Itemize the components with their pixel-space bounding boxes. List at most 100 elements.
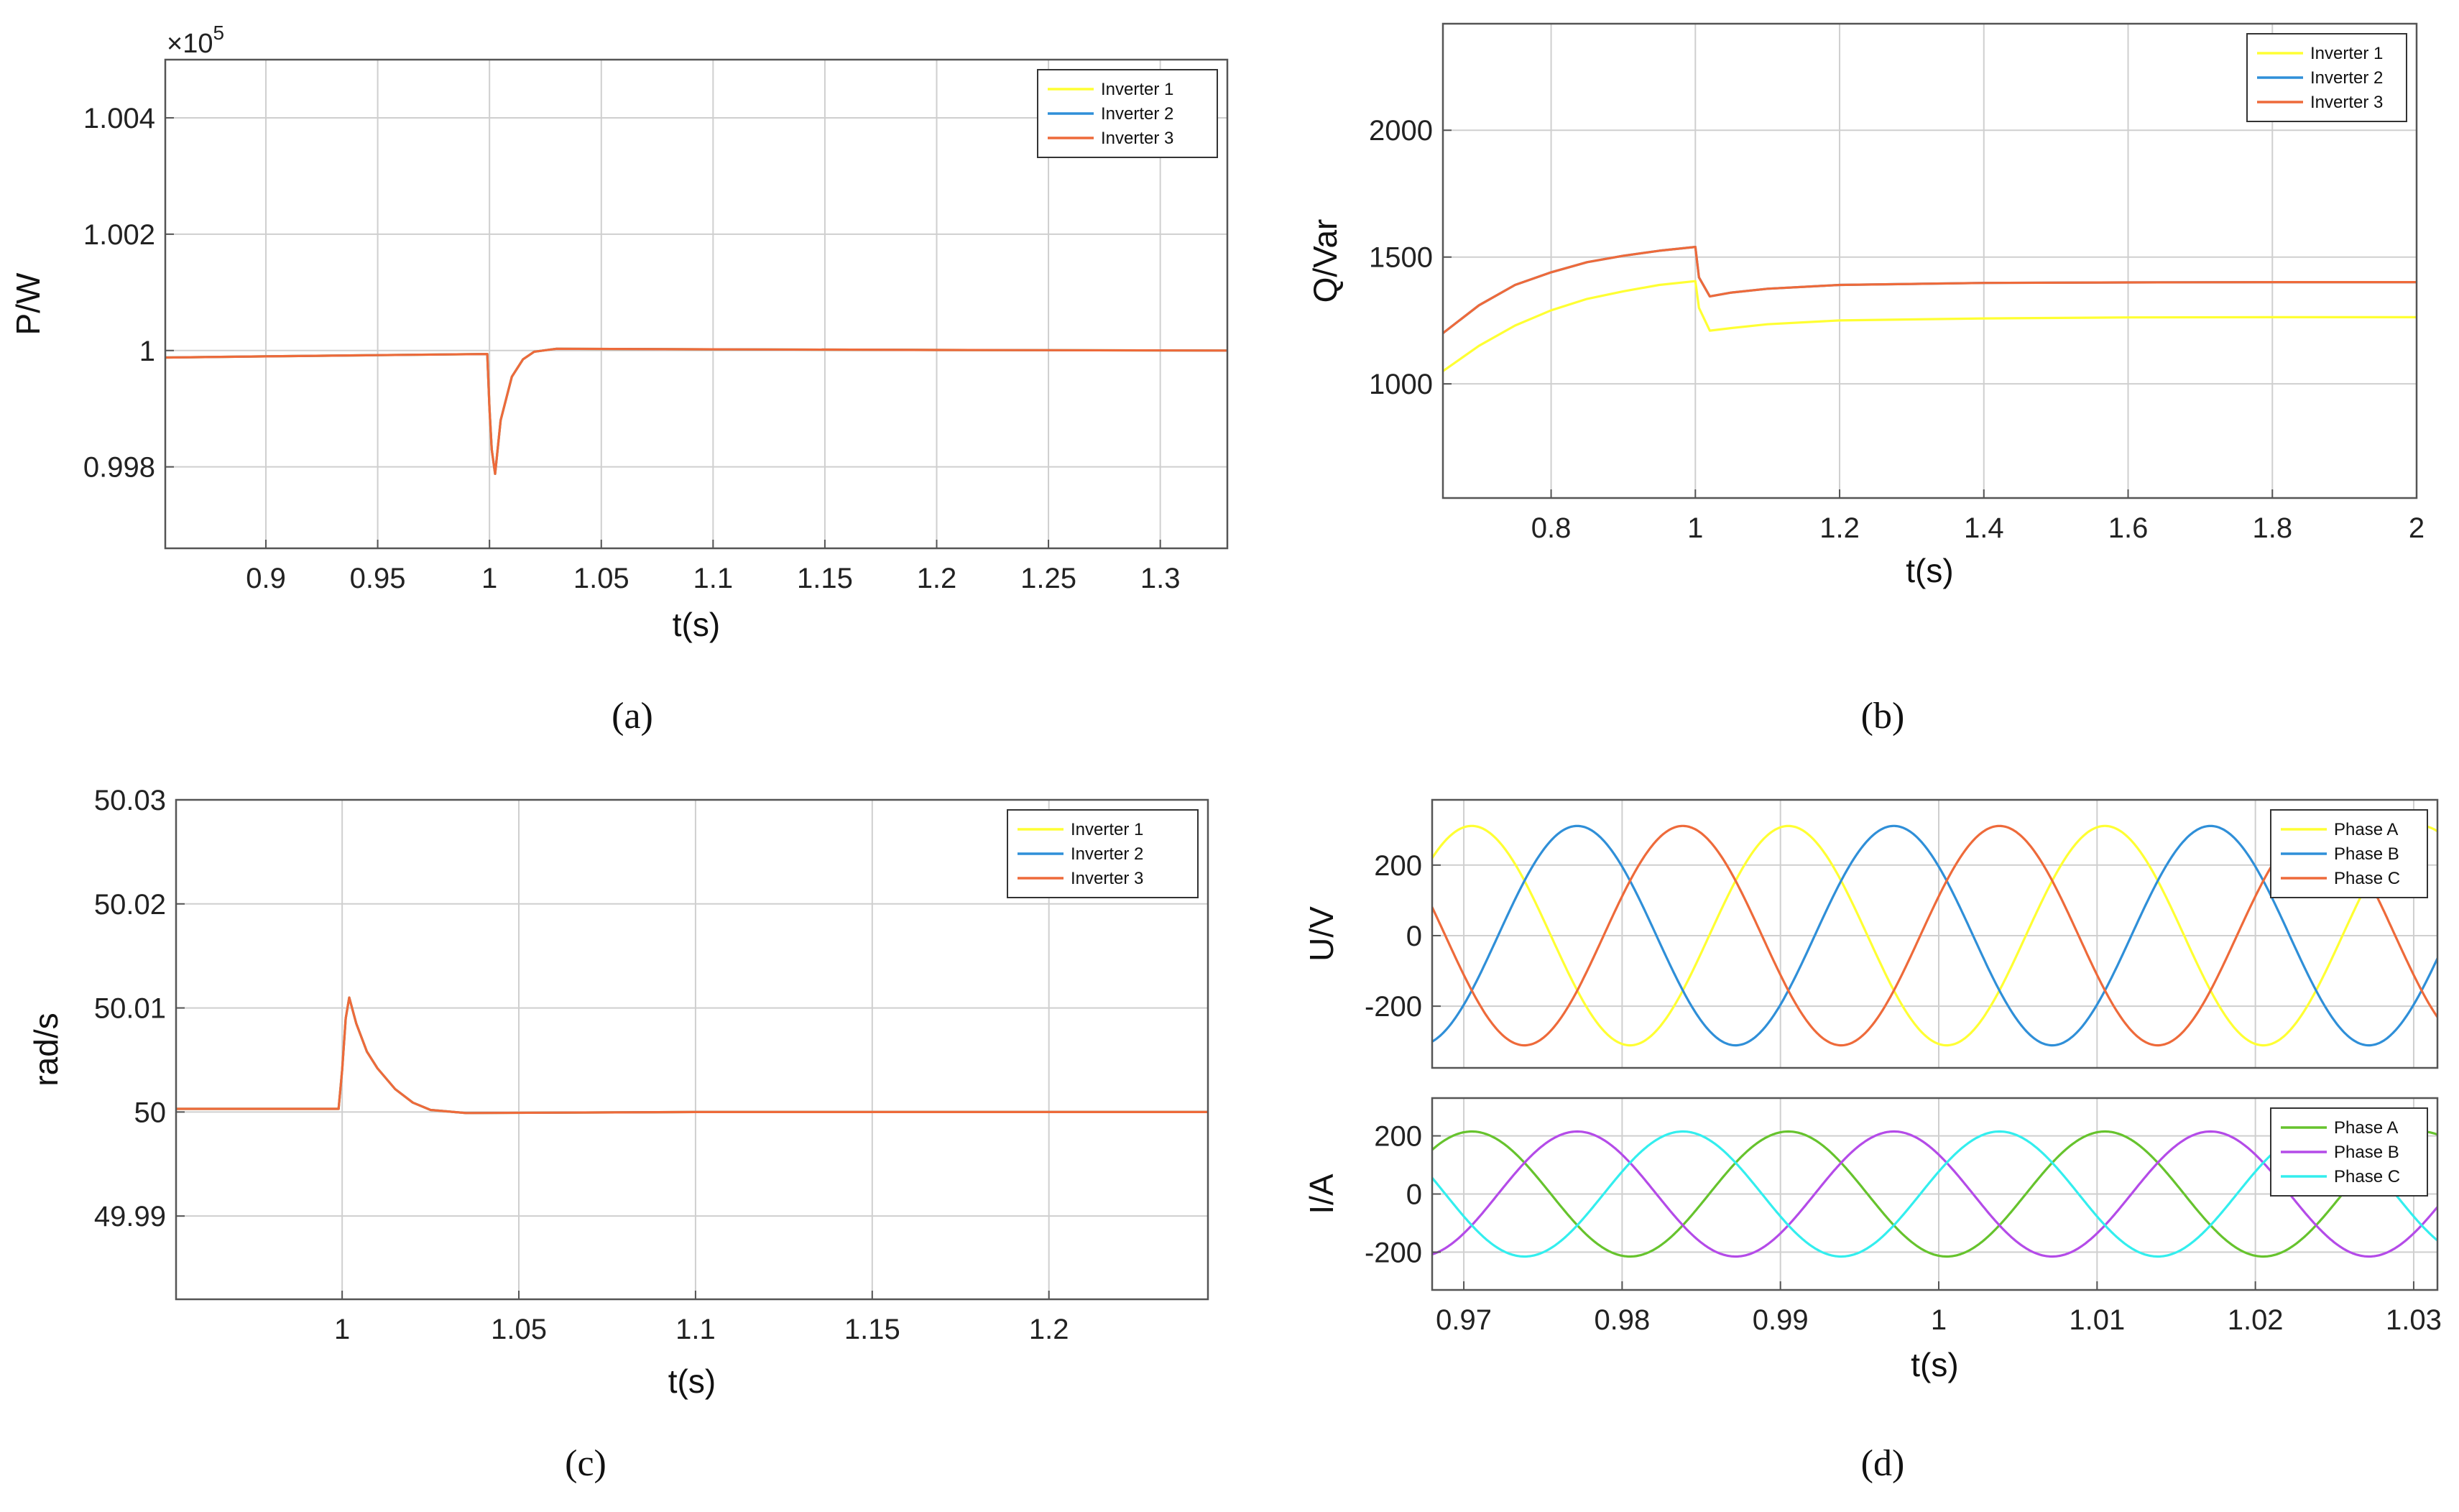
x-axis-label: t(s) — [668, 1363, 716, 1400]
legend-label: Phase B — [2334, 1143, 2399, 1162]
legend-label: Phase A — [2334, 820, 2398, 839]
x-axis-label: t(s) — [1911, 1346, 1958, 1383]
y-axis-label: rad/s — [27, 1013, 65, 1086]
x-tick-label: 0.9 — [246, 563, 286, 594]
panel-3: 1 1.05 1.1 1.15 1.2 49.99 50 50.01 50.02 50.03 t(s… — [27, 785, 1209, 1484]
x-tick-label: 1.05 — [491, 1314, 547, 1345]
x-tick-label: 0.95 — [350, 563, 406, 594]
panel-caption: (d) — [1861, 1443, 1905, 1484]
axes-box — [175, 798, 1209, 1301]
x-tick-label: 2 — [2409, 512, 2425, 544]
series-group — [1432, 824, 2437, 1047]
x-tick-label: 0.98 — [1594, 1304, 1650, 1336]
x-tick-label: 1.1 — [693, 563, 734, 594]
x-tick-label: 1.3 — [1140, 563, 1181, 594]
x-tick-label: 0.99 — [1753, 1304, 1809, 1336]
y-tick-label: 50.02 — [94, 889, 166, 921]
x-tick-label: 1.15 — [844, 1314, 900, 1345]
legend-label: Inverter 3 — [1101, 129, 1173, 148]
x-tick-label: 1.8 — [2252, 512, 2292, 544]
legend-label: Inverter 3 — [1071, 869, 1143, 888]
y-tick-label: 50 — [134, 1097, 167, 1128]
y-tick-label: 50.01 — [94, 993, 166, 1025]
series-line-phase-b — [1432, 1130, 2437, 1258]
x-tick-label: 1.05 — [573, 563, 629, 594]
y-tick-label: -200 — [1365, 991, 1422, 1023]
y-tick-label: 50.03 — [94, 785, 166, 816]
x-tick-label: 1.2 — [1029, 1314, 1069, 1345]
legend: Inverter 1 Inverter 2 Inverter 3 — [2246, 33, 2407, 122]
series-line-phase-c — [1432, 1130, 2437, 1258]
series-group — [165, 347, 1227, 476]
series-group — [1443, 246, 2417, 373]
x-axis-label: t(s) — [1906, 552, 1953, 589]
legend-label: Inverter 2 — [1101, 104, 1173, 124]
legend-label: Phase C — [2334, 1167, 2400, 1186]
legend: Inverter 1 Inverter 2 Inverter 3 — [1007, 809, 1199, 898]
panel-caption: (c) — [565, 1443, 606, 1484]
legend-label: Phase C — [2334, 869, 2400, 888]
y-axis-label: I/A — [1303, 1174, 1340, 1214]
y-tick-label: 49.99 — [94, 1201, 166, 1232]
x-tick-label: 1.25 — [1020, 563, 1076, 594]
plot-area — [1432, 800, 2437, 1068]
x-tick-label: 1 — [1931, 1304, 1947, 1336]
x-tick-label: 1.6 — [2108, 512, 2149, 544]
legend-label: Inverter 2 — [1071, 844, 1143, 864]
x-tick-label: 1.2 — [917, 563, 957, 594]
series-line-phase-a — [1432, 1130, 2437, 1258]
y-axis-label: P/W — [9, 272, 47, 335]
x-tick-label: 1 — [1687, 512, 1703, 544]
series-line-phase-b — [1432, 824, 2437, 1047]
legend-label: Phase A — [2334, 1118, 2398, 1138]
y-tick-label: 1.004 — [83, 103, 155, 134]
x-tick-label: 1 — [481, 563, 497, 594]
x-tick-label: 1.15 — [797, 563, 853, 594]
x-tick-label: 1.02 — [2228, 1304, 2284, 1336]
x-tick-label: 0.97 — [1436, 1304, 1492, 1336]
legend-label: Inverter 1 — [1071, 820, 1143, 839]
x-tick-label: 1.01 — [2069, 1304, 2125, 1336]
y-tick-label: 0 — [1406, 1179, 1422, 1211]
panel-caption: (b) — [1861, 696, 1905, 737]
y-tick-label: 1 — [139, 336, 155, 367]
axes-box — [1431, 798, 2439, 1069]
legend-label: Phase B — [2334, 844, 2399, 864]
y-tick-label: 1500 — [1369, 242, 1433, 274]
y-tick-label: 1000 — [1369, 369, 1433, 400]
panel-5: 0.97 0.98 0.99 1 1.01 1.02 1.03 -200 0 200 t(s) I/A… — [1303, 1097, 2442, 1383]
panel-2: 0.8 1 1.2 1.4 1.6 1.8 2 1000 1500 2000 t(s) Q/Var In… — [1306, 22, 2425, 737]
y-tick-label: 2000 — [1369, 115, 1433, 147]
y-tick-label: 200 — [1374, 1121, 1422, 1153]
legend: Phase A Phase B Phase C — [2270, 809, 2428, 898]
y-axis-label: Q/Var — [1306, 219, 1344, 303]
y-tick-label: 1.002 — [83, 219, 155, 251]
y-tick-label: -200 — [1365, 1237, 1422, 1268]
legend-label: Inverter 2 — [2310, 68, 2383, 88]
series-line-inverter-3 — [1443, 246, 2417, 335]
series-group — [1432, 1130, 2437, 1258]
y-tick-label: 0 — [1406, 921, 1422, 952]
panel-caption: (a) — [612, 696, 653, 737]
series-line-inverter-3 — [176, 996, 1208, 1115]
series-group — [176, 996, 1208, 1115]
x-tick-label: 1.03 — [2386, 1304, 2442, 1336]
series-line-phase-c — [1432, 824, 2437, 1047]
x-tick-label: 1 — [334, 1314, 350, 1345]
axes-box — [1441, 22, 2418, 499]
y-tick-label: 200 — [1374, 850, 1422, 882]
panel-4: -200 0 200 U/V Phase A Phase B Phase C (d) — [1303, 798, 2439, 1484]
x-tick-label: 0.8 — [1531, 512, 1572, 544]
legend-label: Inverter 3 — [2310, 93, 2383, 112]
legend: Phase A Phase B Phase C — [2270, 1107, 2428, 1197]
x-tick-label: 1.4 — [1964, 512, 2004, 544]
panel-1: 0.9 0.95 1 1.05 1.1 1.15 1.2 1.25 1.3 0.998 1 1.002… — [9, 22, 1229, 737]
y-axis-exponent: ×105 — [167, 22, 224, 59]
y-axis-label: U/V — [1303, 906, 1340, 962]
x-tick-label: 1.1 — [675, 1314, 716, 1345]
x-axis-label: t(s) — [673, 606, 720, 643]
series-line-phase-a — [1432, 824, 2437, 1047]
series-line-inverter-1 — [1443, 280, 2417, 373]
y-tick-label: 0.998 — [83, 452, 155, 484]
